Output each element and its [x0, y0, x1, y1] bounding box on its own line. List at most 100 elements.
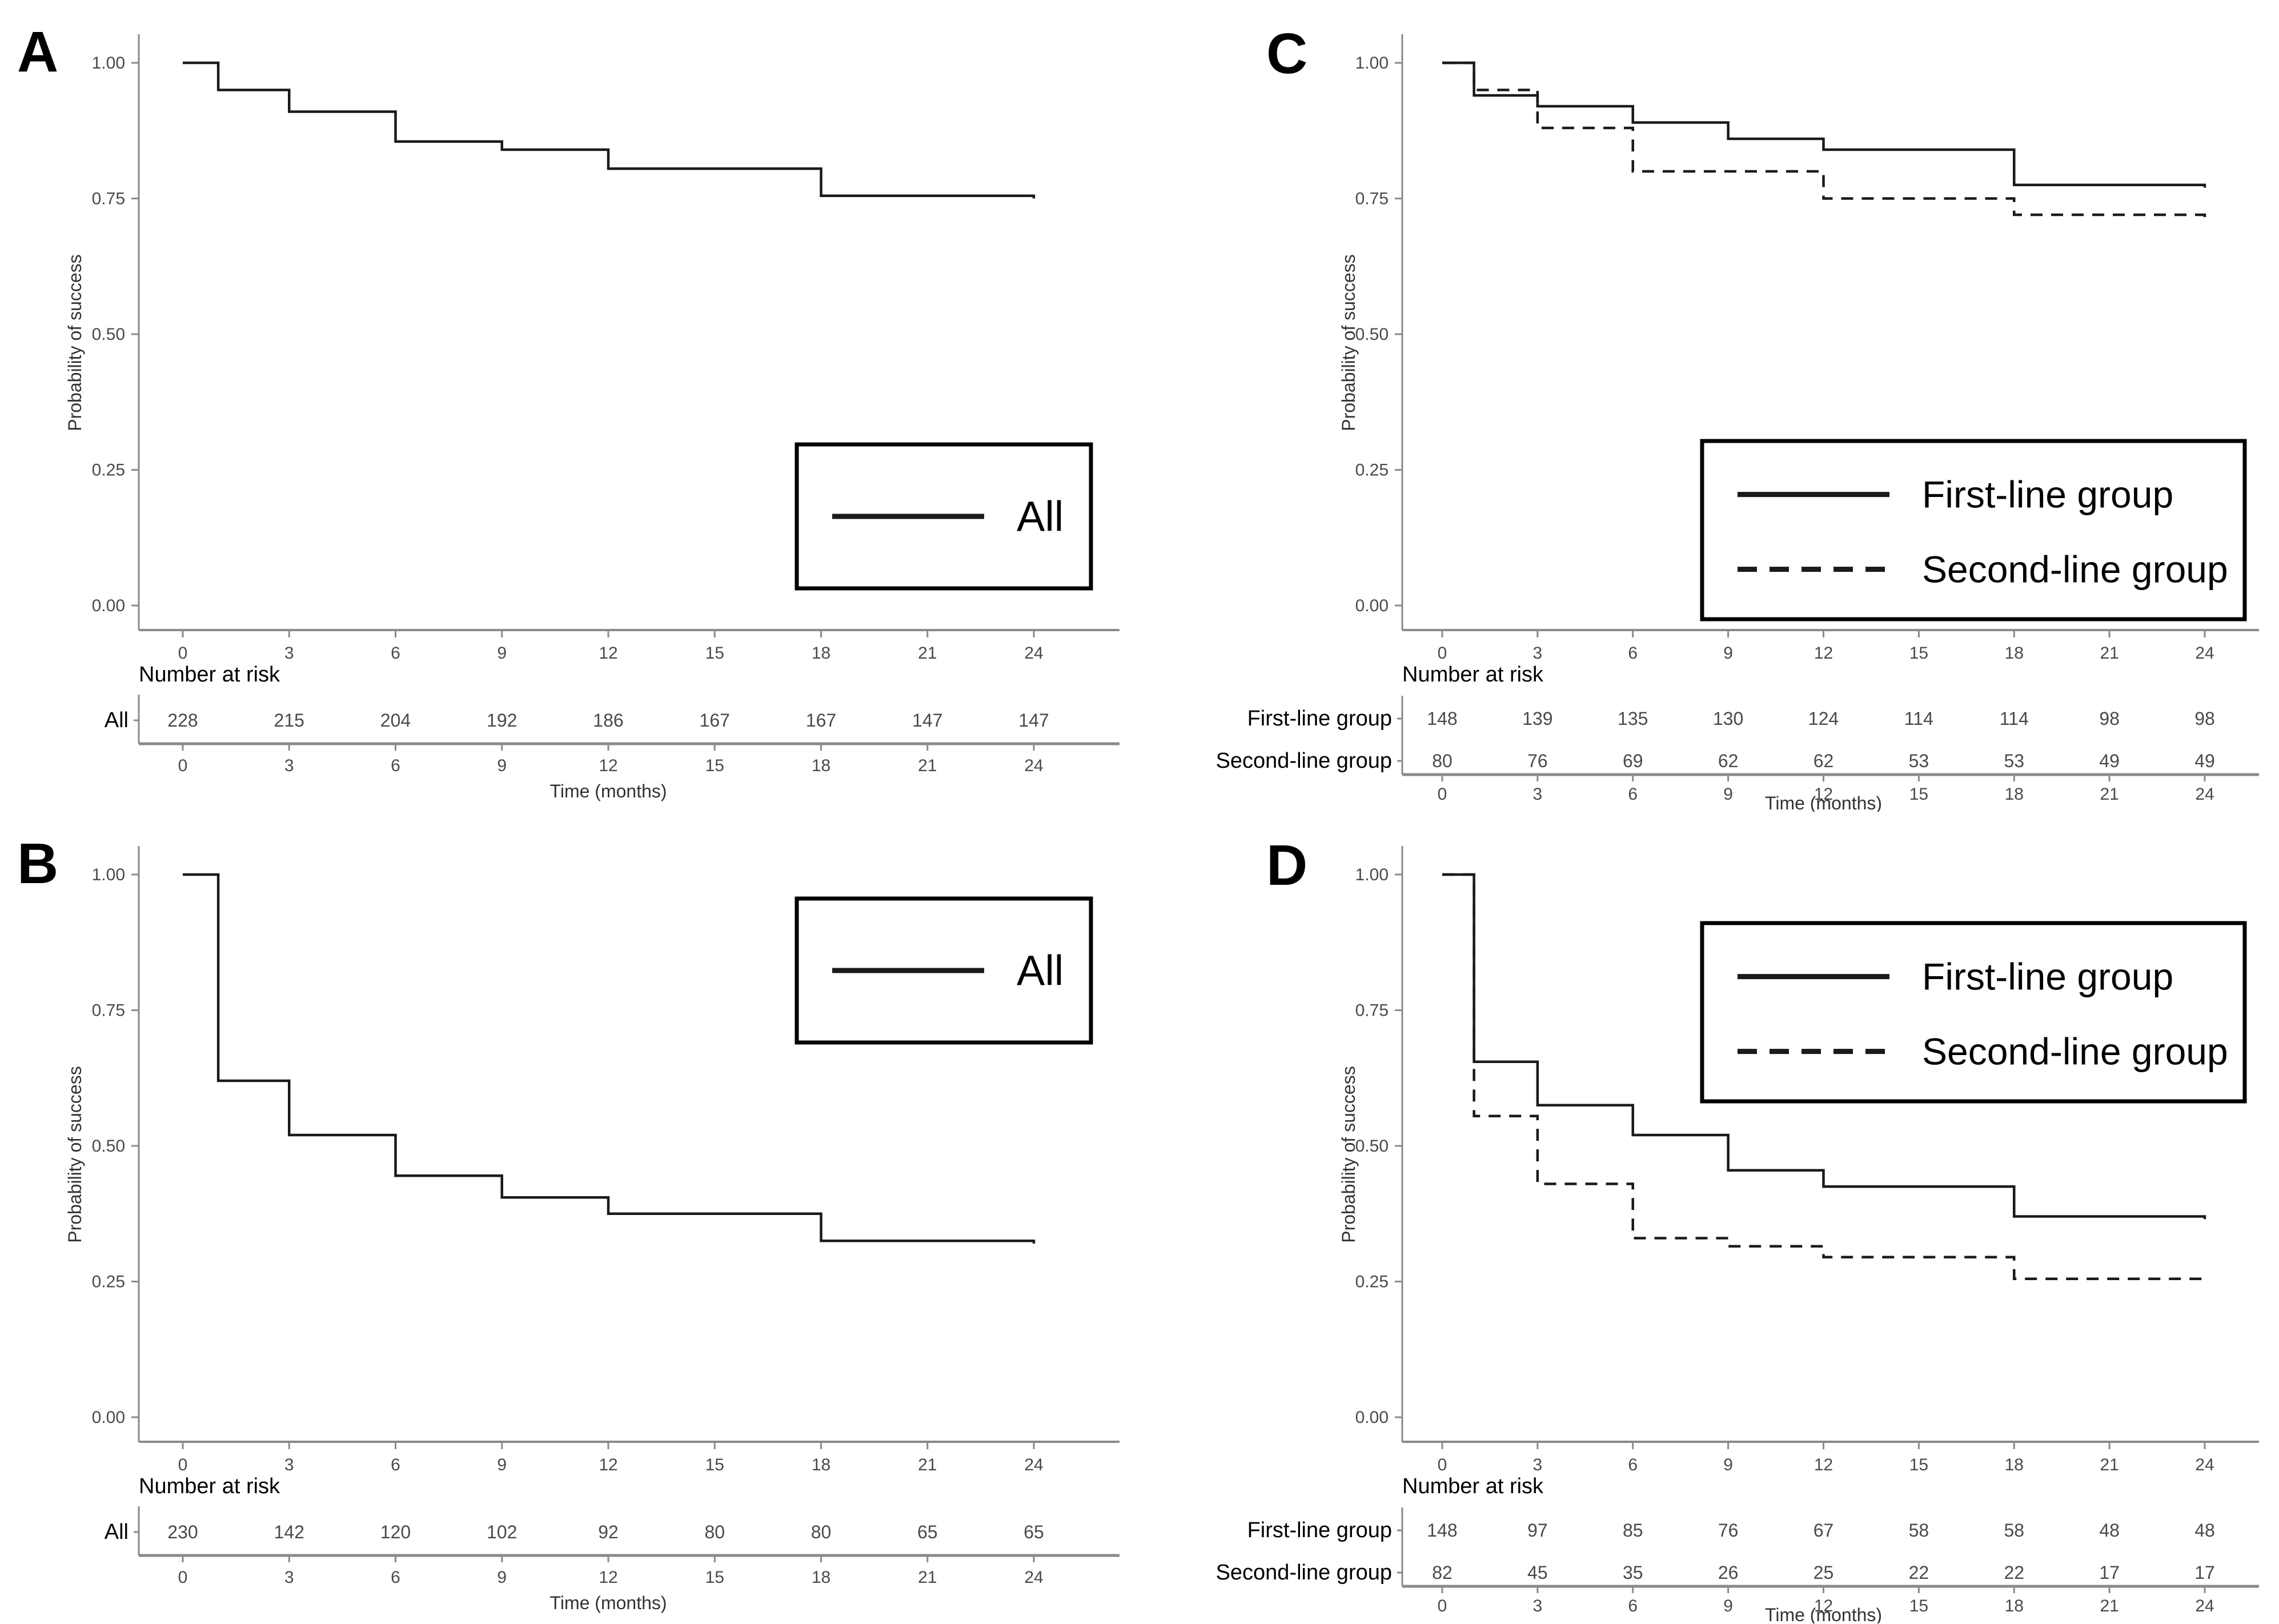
- risk-row-label-all: All: [105, 1520, 129, 1544]
- km-curve-second-line-group: [1442, 873, 2206, 1283]
- y-tick-label: 0.50: [92, 325, 125, 344]
- y-axis-title: Probability of success: [65, 1066, 85, 1242]
- bottom-tick-label: 0: [1438, 785, 1447, 804]
- risk-value: 204: [380, 710, 411, 731]
- x-tick-label: 3: [1533, 644, 1543, 663]
- risk-value: 148: [1427, 708, 1457, 729]
- y-tick-label: 0.50: [1355, 325, 1389, 344]
- bottom-tick-label: 12: [599, 756, 617, 775]
- x-tick-label: 15: [705, 1455, 724, 1474]
- x-tick-label: 0: [178, 1455, 188, 1474]
- x-tick-label: 12: [1814, 1455, 1833, 1474]
- panel-label: C: [1266, 22, 1307, 86]
- x-tick-label: 12: [599, 644, 617, 663]
- risk-value: 98: [2194, 708, 2215, 729]
- x-tick-label: 6: [1628, 1455, 1638, 1474]
- x-axis-title: Time (months): [1765, 1605, 1882, 1623]
- risk-table-header: Number at risk: [1402, 1474, 1544, 1498]
- panel-c: C Probability of success 1.00 0.75 0.50 0.25 0…: [1140, 0, 2279, 812]
- risk-value: 58: [2004, 1520, 2024, 1541]
- y-axis-title: Probability of success: [1338, 254, 1359, 431]
- risk-value: 62: [1813, 751, 1834, 771]
- x-tick-label: 0: [1438, 1455, 1447, 1474]
- y-tick-label: 0.25: [1355, 461, 1389, 480]
- risk-value: 53: [1909, 751, 1929, 771]
- risk-value: 148: [1427, 1520, 1457, 1541]
- legend-label-first-line-group: First-line group: [1922, 956, 2173, 998]
- bottom-tick-label: 18: [2005, 1597, 2024, 1615]
- x-tick-label: 15: [1909, 644, 1928, 663]
- y-tick-label: 0.00: [92, 596, 125, 615]
- bottom-tick-label: 0: [1438, 1597, 1447, 1615]
- risk-value: 76: [1527, 751, 1548, 771]
- risk-value: 22: [1909, 1562, 1929, 1583]
- y-tick-label: 0.00: [1355, 1408, 1389, 1427]
- risk-value: 167: [700, 710, 730, 731]
- x-tick-label: 12: [1814, 644, 1833, 663]
- risk-value: 98: [2099, 708, 2120, 729]
- bottom-tick-label: 6: [1628, 785, 1638, 804]
- x-axis-title: Time (months): [549, 781, 667, 801]
- risk-value: 147: [912, 710, 942, 731]
- risk-value: 69: [1623, 751, 1643, 771]
- risk-row-label-first-line-group: First-line group: [1247, 1518, 1392, 1542]
- risk-value: 17: [2099, 1562, 2120, 1583]
- risk-value: 85: [1623, 1520, 1643, 1541]
- km-curve-second-line-group: [1442, 61, 2206, 220]
- bottom-tick-label: 15: [705, 756, 724, 775]
- x-tick-label: 6: [391, 644, 400, 663]
- bottom-tick-label: 0: [178, 756, 188, 775]
- risk-value: 92: [598, 1522, 619, 1542]
- risk-value: 230: [167, 1522, 198, 1542]
- legend-label-first-line-group: First-line group: [1922, 474, 2173, 516]
- risk-table-header: Number at risk: [139, 663, 280, 687]
- km-curve-first-line-group: [1442, 873, 2206, 1220]
- risk-value: 65: [1024, 1522, 1044, 1542]
- risk-value: 76: [1718, 1520, 1739, 1541]
- risk-value: 25: [1813, 1562, 1834, 1583]
- panel-label: A: [17, 20, 58, 84]
- bottom-tick-label: 3: [1533, 785, 1543, 804]
- risk-value: 82: [1432, 1562, 1453, 1583]
- bottom-tick-label: 6: [391, 1568, 400, 1587]
- y-tick-label: 1.00: [92, 865, 125, 884]
- bottom-tick-label: 9: [1723, 1597, 1733, 1615]
- x-tick-label: 18: [812, 644, 830, 663]
- y-tick-label: 0.75: [1355, 1001, 1389, 1020]
- y-tick-label: 0.00: [1355, 596, 1389, 615]
- x-tick-label: 15: [705, 644, 724, 663]
- risk-value: 142: [274, 1522, 304, 1542]
- panel-label: D: [1266, 833, 1307, 897]
- x-tick-label: 15: [1909, 1455, 1928, 1474]
- x-tick-label: 12: [599, 1455, 617, 1474]
- km-chart-d: D Probability of success 1.00 0.75 0.50 0.25 0…: [1216, 833, 2259, 1623]
- risk-value: 135: [1618, 708, 1648, 729]
- risk-row-label-second-line-group: Second-line group: [1216, 749, 1392, 773]
- bottom-tick-label: 15: [705, 1568, 724, 1587]
- bottom-tick-label: 15: [1909, 1597, 1928, 1615]
- risk-value: 186: [593, 710, 623, 731]
- y-axis-title: Probability of success: [1338, 1066, 1359, 1242]
- risk-value: 58: [1909, 1520, 1929, 1541]
- y-tick-label: 0.25: [1355, 1273, 1389, 1292]
- bottom-tick-label: 21: [918, 756, 937, 775]
- risk-row-label-all: All: [105, 708, 129, 732]
- km-chart-b: B Probability of success 1.00 0.75 0.50 0.25 0…: [17, 832, 1120, 1613]
- x-tick-label: 3: [284, 1455, 294, 1474]
- bottom-tick-label: 0: [178, 1568, 188, 1587]
- risk-value: 102: [487, 1522, 517, 1542]
- risk-value: 228: [167, 710, 198, 731]
- y-tick-label: 0.00: [92, 1408, 125, 1427]
- x-tick-label: 0: [178, 644, 188, 663]
- risk-table-header: Number at risk: [1402, 663, 1544, 687]
- risk-value: 62: [1718, 751, 1739, 771]
- bottom-tick-label: 3: [1533, 1597, 1543, 1615]
- km-chart-a: A Probability of success 1.00 0.75 0.50 0.25 0…: [17, 20, 1120, 801]
- risk-value: 80: [1432, 751, 1453, 771]
- x-tick-label: 6: [1628, 644, 1638, 663]
- x-axis-title: Time (months): [549, 1593, 667, 1613]
- bottom-tick-label: 12: [1814, 785, 1833, 804]
- risk-value: 130: [1713, 708, 1743, 729]
- x-tick-label: 24: [1024, 644, 1043, 663]
- x-tick-label: 3: [284, 644, 294, 663]
